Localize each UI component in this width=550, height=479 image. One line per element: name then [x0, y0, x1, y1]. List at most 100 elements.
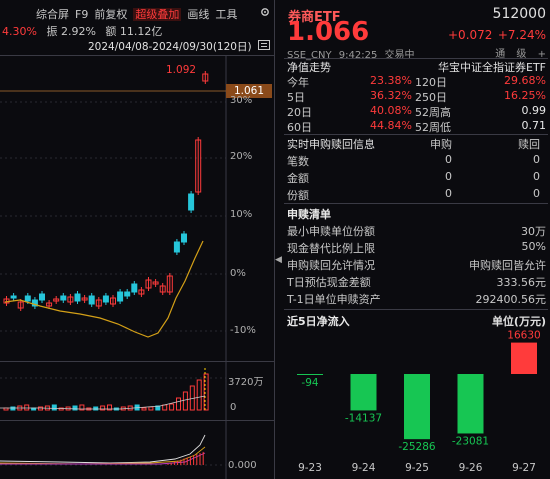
subscribe-buy: 0 [445, 170, 452, 183]
candlestick-chart[interactable] [0, 56, 274, 361]
volume-bar [148, 406, 154, 411]
price-change: +0.072 [448, 28, 493, 42]
inflow-bar[interactable] [404, 374, 430, 440]
link-tong[interactable]: 通 [495, 49, 506, 60]
creation-list-section: 申赎清单 最小申赎单位份额 30万 现金替代比例上限 50% 申购赎回允许情况 … [284, 204, 548, 308]
stat-amount: 额 11.12亿 [105, 25, 163, 38]
net-row: 60日 44.84% 52周低 0.71 [284, 119, 548, 134]
list-item: 申购赎回允许情况 申购赎回皆允许 [284, 257, 548, 272]
inflow-date-label: 9-26 [459, 462, 483, 474]
volume-bar [72, 405, 78, 411]
list-item: T-1日单位申赎资产 292400.56元 [284, 291, 548, 306]
stat-change: 4.30% [2, 25, 37, 38]
pct-tick-0: 0% [230, 268, 246, 279]
subscribe-section: 实时申购赎回信息 申购 赎回 笔数 0 0 金额 0 0 份额 0 0 [284, 135, 548, 203]
volume-chart[interactable] [0, 362, 274, 420]
candlestick [145, 277, 152, 291]
subscribe-col-redeem: 赎回 [518, 138, 540, 151]
candlestick [195, 137, 202, 195]
stat-amplitude: 振 2.92% [46, 25, 96, 38]
subscribe-row: 笔数 0 0 [284, 153, 548, 168]
subscribe-key: 笔数 [287, 155, 309, 168]
security-code: 512000 [492, 6, 546, 22]
exchange-code: SSE_CNY [287, 50, 332, 61]
net-row: 今年 23.38% 120日 29.68% [284, 74, 548, 89]
inflow-title: 近5日净流入 [287, 315, 350, 328]
candlestick [53, 296, 60, 304]
toolbar-item-overview[interactable]: 综合屏 [36, 8, 69, 21]
inflow-bar[interactable] [350, 374, 377, 411]
subscribe-key: 金额 [287, 172, 309, 185]
volume-bar [182, 391, 188, 411]
trade-status: 交易中 [384, 50, 415, 61]
stats-line: 4.30% 振 2.92% 额 11.12亿 [2, 23, 162, 39]
toolbar-item-adjust[interactable]: 前复权 [94, 8, 128, 21]
list-val: 50% [521, 240, 546, 253]
net-key: 52周低 [415, 121, 451, 134]
indicator-chart[interactable] [0, 421, 274, 479]
inflow-date-label: 9-27 [512, 462, 536, 474]
toolbar-item-tools[interactable]: 工具 [215, 8, 238, 21]
candlestick [46, 300, 53, 309]
candlestick [110, 295, 116, 307]
toolbar-item-f9[interactable]: F9 [75, 8, 89, 21]
candlestick [10, 293, 17, 301]
list-key: T日预估现金差额 [287, 276, 371, 289]
volume-max-label: 3720万 [228, 377, 264, 388]
subscribe-col-buy: 申购 [430, 138, 452, 151]
volume-bar [141, 407, 147, 411]
pct-tick-30: 30% [230, 95, 253, 106]
list-key: 申购赎回允许情况 [287, 259, 375, 272]
volume-bar [93, 406, 99, 411]
link-add[interactable]: + [537, 49, 546, 60]
net-key: 60日 [287, 121, 312, 134]
volume-zero-label: 0 [230, 402, 237, 413]
price-tag: 1.061 [226, 84, 272, 98]
candlestick [102, 293, 109, 305]
subscribe-title: 实时申购赎回信息 [287, 138, 375, 151]
inflow-bar[interactable] [511, 342, 537, 374]
link-level[interactable]: 级 [516, 49, 527, 60]
candlestick [60, 293, 67, 303]
collapse-arrow-icon[interactable]: ◀ [275, 255, 282, 265]
security-name: 券商ETF [288, 10, 341, 25]
quote-links: 通 级 + [495, 45, 546, 60]
candlestick [131, 281, 138, 295]
candlestick [173, 239, 180, 255]
subscribe-row: 金额 0 0 [284, 170, 548, 185]
net-val: 16.25% [504, 89, 546, 102]
subscribe-redeem: 0 [533, 187, 540, 200]
candlestick [81, 295, 88, 303]
price-change-pct: +7.24% [497, 28, 546, 42]
net-val: 23.38% [370, 74, 412, 87]
candlestick [159, 283, 166, 295]
volume-bar [79, 404, 85, 411]
net-key: 今年 [287, 76, 309, 89]
net-key: 250日 [415, 91, 447, 104]
list-key: T-1日单位申赎资产 [287, 293, 381, 306]
gear-icon[interactable] [260, 7, 270, 17]
list-val: 30万 [521, 225, 546, 238]
inflow-bar-chart[interactable]: -94 9-23 -14137 9-24 -25286 9-25 -23081 9-26 166… [284, 328, 548, 479]
candlestick [152, 279, 159, 287]
candlestick [166, 273, 173, 295]
volume-bar [203, 373, 209, 411]
net-key: 5日 [287, 91, 305, 104]
menu-icon[interactable] [258, 40, 270, 50]
toolbar-item-overlay[interactable]: 超级叠加 [133, 8, 182, 21]
inflow-date-label: 9-23 [298, 462, 322, 474]
inflow-bar[interactable] [457, 374, 484, 434]
volume-bar [24, 404, 30, 411]
list-key: 最小申赎单位份额 [287, 225, 375, 238]
volume-bar [51, 404, 57, 411]
inflow-value-label: -14137 [345, 412, 382, 424]
net-key: 52周高 [415, 106, 451, 119]
candlestick [74, 291, 81, 304]
quote-time: 9:42:25 [338, 50, 378, 61]
toolbar-item-draw[interactable]: 画线 [187, 8, 210, 21]
inflow-bar[interactable] [297, 374, 323, 375]
inflow-value-label: -23081 [452, 435, 489, 447]
candlestick [31, 297, 38, 309]
pct-tick-10: 10% [230, 209, 253, 220]
volume-bar [162, 404, 168, 411]
